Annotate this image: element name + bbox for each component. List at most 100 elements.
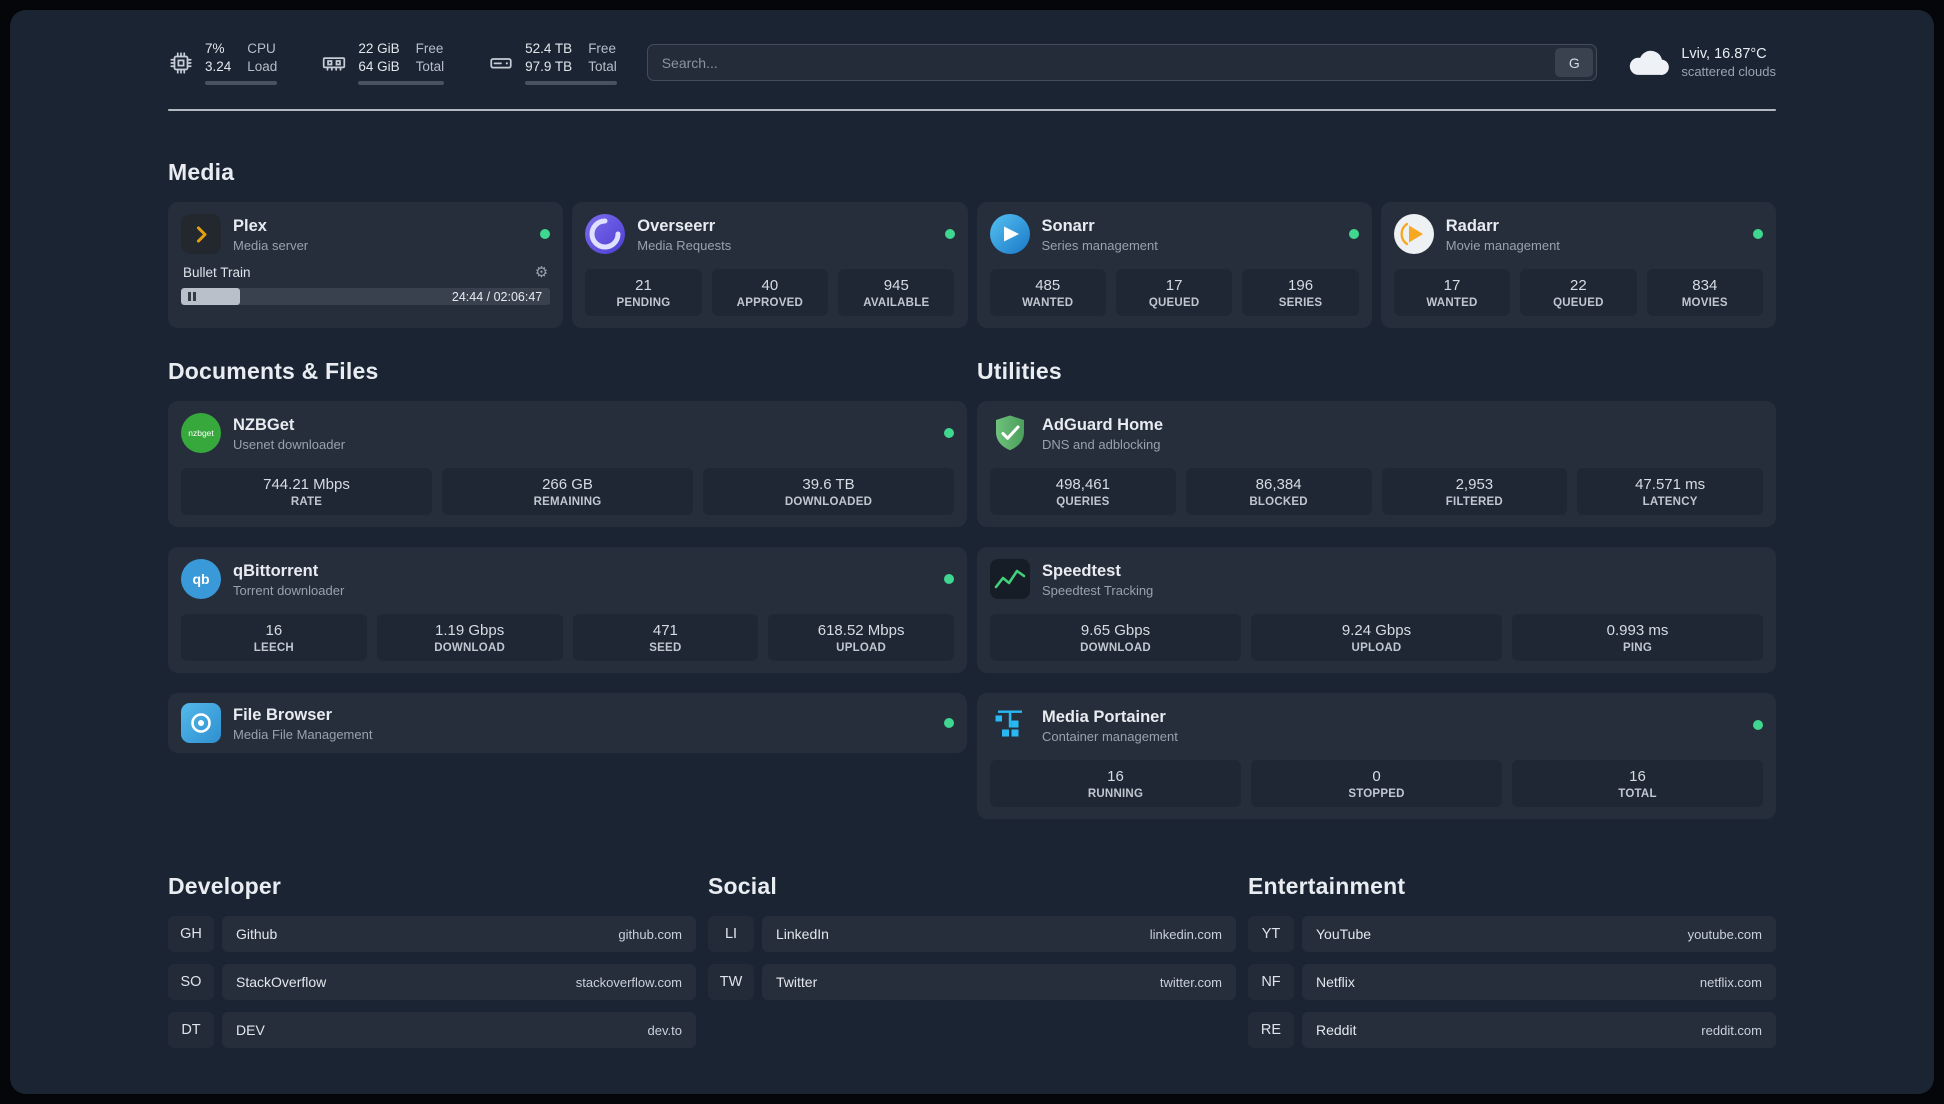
card-filebrowser: File Browser Media File Management	[168, 693, 967, 754]
app-name: Radarr	[1445, 217, 1499, 236]
app-name: Sonarr	[1041, 217, 1095, 236]
bookmark-name: Reddit	[1316, 1022, 1357, 1039]
speedtest-chart-icon	[990, 559, 1030, 600]
bookmark-abbr: SO	[168, 964, 214, 1001]
topbar-divider	[168, 109, 1776, 112]
stat-stopped: 0 STOPPED	[1251, 760, 1502, 808]
bookmark-github[interactable]: GH Github github.com	[168, 916, 696, 953]
app-link-adguard[interactable]: AdGuard Home DNS and adblocking	[990, 413, 1763, 453]
card-nzbget: nzbget NZBGet Usenet downloader 744.21 M…	[168, 401, 967, 528]
stat-available: 945 AVAILABLE	[838, 269, 955, 317]
app-link-qbittorrent[interactable]: qb qBittorrent Torrent downloader	[181, 559, 954, 600]
app-link-filebrowser[interactable]: File Browser Media File Management	[181, 703, 954, 744]
app-desc: DNS and adblocking	[1042, 436, 1161, 452]
nzbget-icon: nzbget	[181, 413, 221, 454]
bookmark-netflix[interactable]: NF Netflix netflix.com	[1248, 964, 1776, 1001]
app-link-sonarr[interactable]: Sonarr Series management	[989, 214, 1359, 255]
stat-running: 16 RUNNING	[990, 760, 1241, 808]
section-heading-entertainment: Entertainment	[1248, 873, 1406, 900]
app-name: Speedtest	[1042, 562, 1121, 581]
section-entertainment: Entertainment YT YouTube youtube.com NF N…	[1248, 873, 1776, 1060]
bookmark-url: linkedin.com	[1149, 926, 1222, 942]
overseerr-icon	[585, 214, 626, 255]
app-name: File Browser	[233, 706, 333, 725]
system-widgets: 7% CPU 3.24 Load	[168, 40, 617, 86]
memory-total-label: Total	[415, 59, 445, 75]
bookmark-twitter[interactable]: TW Twitter twitter.com	[708, 964, 1236, 1001]
memory-progress-bar	[358, 81, 445, 86]
app-desc: Movie management	[1445, 237, 1560, 253]
bookmark-url: youtube.com	[1687, 926, 1762, 942]
app-link-plex[interactable]: Plex Media server	[181, 214, 551, 255]
bookmark-stackoverflow[interactable]: SO StackOverflow stackoverflow.com	[168, 964, 696, 1001]
weather-widget: Lviv, 16.87°C scattered clouds	[1627, 46, 1776, 79]
bookmark-name: DEV	[236, 1022, 265, 1039]
bookmark-url: reddit.com	[1701, 1022, 1762, 1038]
cpu-load-label: Load	[247, 59, 278, 75]
cpu-load-value: 3.24	[205, 59, 232, 75]
stat-leech: 16 LEECH	[181, 614, 367, 662]
memory-widget: 22 GiB Free 64 GiB Total	[321, 40, 445, 86]
stat-download: 1.19 Gbps DOWNLOAD	[376, 614, 563, 662]
cpu-chip-icon	[168, 50, 194, 76]
now-playing-title: Bullet Train	[183, 265, 251, 281]
bookmark-reddit[interactable]: RE Reddit reddit.com	[1248, 1012, 1776, 1049]
section-heading-media: Media	[168, 159, 235, 186]
filebrowser-icon	[181, 703, 221, 744]
qbittorrent-icon: qb	[181, 559, 221, 600]
dashboard-page: 7% CPU 3.24 Load	[10, 10, 1934, 1094]
memory-ram-icon	[321, 50, 347, 76]
playback-progress-bar[interactable]: 24:44 / 02:06:47	[181, 288, 551, 306]
app-desc: Media server	[233, 237, 309, 253]
app-link-portainer[interactable]: Media Portainer Container management	[990, 705, 1763, 745]
search-provider-button[interactable]: G	[1555, 48, 1594, 78]
app-name: NZBGet	[233, 416, 295, 435]
bookmark-abbr: RE	[1248, 1012, 1294, 1049]
card-radarr: Radarr Movie management 17 WANTED 22 QUEUE…	[1380, 202, 1776, 329]
disk-widget: 52.4 TB Free 97.9 TB Total	[488, 40, 617, 86]
disk-total-value: 97.9 TB	[525, 59, 573, 75]
plex-now-playing-widget: Bullet Train 24:44 / 02:06:47	[181, 265, 551, 306]
section-heading-social: Social	[708, 873, 777, 900]
cpu-progress-bar	[205, 81, 278, 86]
bookmark-linkedin[interactable]: LI LinkedIn linkedin.com	[708, 916, 1236, 953]
app-link-radarr[interactable]: Radarr Movie management	[1393, 214, 1763, 255]
status-dot	[944, 574, 954, 585]
bookmark-abbr: NF	[1248, 964, 1294, 1001]
card-adguard: AdGuard Home DNS and adblocking 498,461 Q…	[977, 401, 1776, 528]
app-link-speedtest[interactable]: Speedtest Speedtest Tracking	[990, 559, 1763, 600]
section-social: Social LI LinkedIn linkedin.com TW Twitte…	[708, 873, 1236, 1012]
app-link-nzbget[interactable]: nzbget NZBGet Usenet downloader	[181, 413, 954, 454]
bookmark-abbr: GH	[168, 916, 214, 953]
status-dot	[1753, 720, 1763, 731]
stat-approved: 40 APPROVED	[711, 269, 829, 317]
search-input[interactable]	[647, 54, 1556, 71]
bookmark-dev[interactable]: DT DEV dev.to	[168, 1012, 696, 1049]
stat-blocked: 86,384 BLOCKED	[1185, 468, 1372, 516]
search-bar[interactable]: G	[646, 44, 1598, 82]
stat-pending: 21 PENDING	[585, 269, 702, 317]
stat-ping: 0.993 ms PING	[1512, 614, 1763, 662]
card-portainer: Media Portainer Container management 16 R…	[977, 693, 1776, 820]
section-utilities: Utilities AdGuard Home	[977, 358, 1776, 820]
stat-latency: 47.571 ms LATENCY	[1577, 468, 1763, 516]
app-link-overseerr[interactable]: Overseerr Media Requests	[585, 214, 955, 255]
bookmark-name: StackOverflow	[236, 974, 327, 991]
bookmark-abbr: LI	[708, 916, 754, 953]
stat-wanted: 17 WANTED	[1393, 269, 1511, 317]
stat-upload: 9.24 Gbps UPLOAD	[1251, 614, 1502, 662]
bookmark-youtube[interactable]: YT YouTube youtube.com	[1248, 916, 1776, 953]
section-heading-documents: Documents & Files	[168, 358, 379, 385]
stat-wanted: 485 WANTED	[989, 269, 1106, 317]
pause-icon[interactable]	[188, 292, 191, 302]
bookmark-abbr: YT	[1248, 916, 1294, 953]
stat-download: 9.65 Gbps DOWNLOAD	[990, 614, 1241, 662]
stat-remaining: 266 GB REMAINING	[442, 468, 693, 516]
card-overseerr: Overseerr Media Requests 21 PENDING 40 APP…	[572, 202, 968, 329]
stat-queued: 17 QUEUED	[1115, 269, 1233, 317]
cloud-icon	[1627, 48, 1670, 77]
app-desc: Usenet downloader	[233, 436, 346, 452]
settings-gear-icon[interactable]	[535, 265, 548, 280]
status-dot	[944, 229, 955, 240]
stat-downloaded: 39.6 TB DOWNLOADED	[703, 468, 954, 516]
